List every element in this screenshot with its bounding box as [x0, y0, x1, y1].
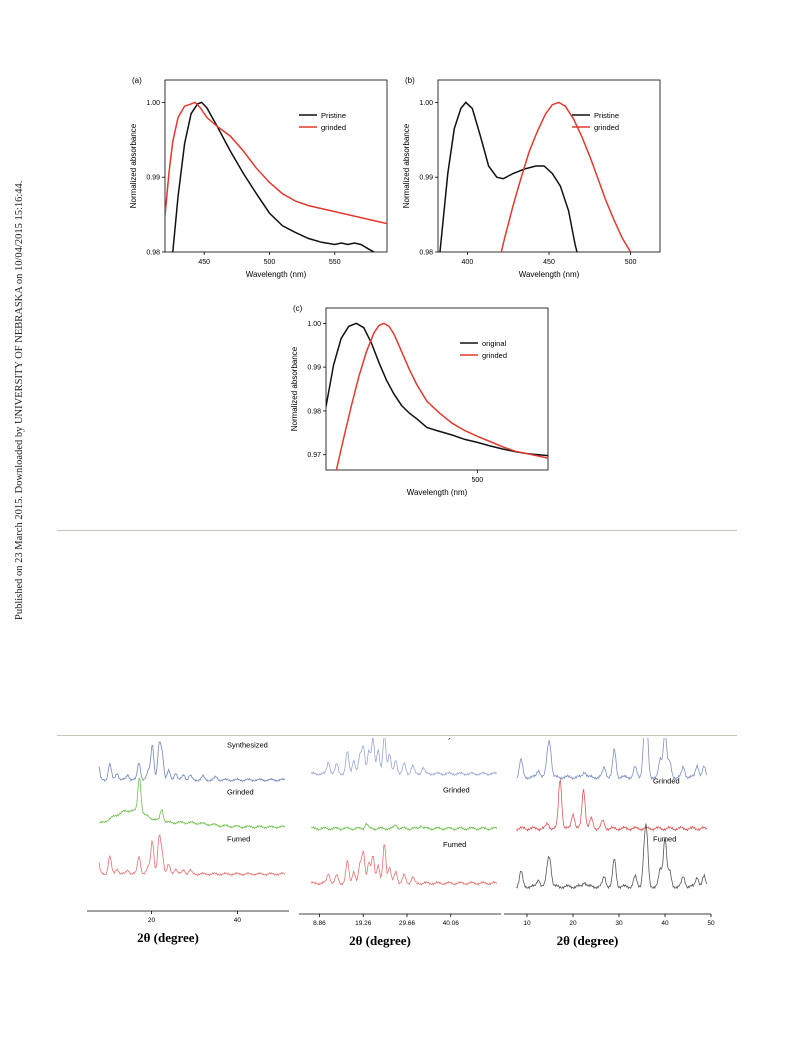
- xrd-panel-2: Synthesized Grinded Fumed 8.86 19.26 29.66 40.…: [299, 738, 501, 948]
- watermark-text: Published on 23 March 2015. Downloaded b…: [14, 180, 25, 620]
- xrd-label-synthesized: Synthesized: [443, 738, 484, 740]
- legend-label-grinded: grinded: [321, 123, 346, 132]
- xrd-trace-fumed: [98, 834, 286, 877]
- y-tick-label: 1.00: [419, 100, 433, 107]
- series-line-grinded: [335, 322, 548, 470]
- xrd-trace-fumed: [310, 844, 498, 886]
- xrd-label-grinded: Grinded: [443, 786, 470, 795]
- y-axis-label: Normalized absorbance: [129, 123, 138, 208]
- y-tick-label: 0.98: [419, 250, 433, 257]
- y-tick-label: 0.98: [146, 250, 160, 257]
- xrd-x-axis-label: 2θ (degree): [557, 933, 619, 948]
- xrd-label-fumed: Fumed: [443, 840, 466, 849]
- y-tick-label: 0.98: [307, 408, 321, 415]
- y-axis-label: Normalized absorbance: [290, 346, 299, 431]
- y-tick-label: 0.99: [419, 175, 433, 182]
- xrd-trace-grinded: [516, 779, 708, 832]
- x-tick-label: 500: [264, 259, 276, 266]
- y-tick-label: 0.99: [146, 175, 160, 182]
- xrd-x-tick-label: 19.26: [355, 920, 372, 927]
- xrd-x-tick-label: 20: [569, 920, 577, 927]
- xrd-x-tick-label: 50: [707, 920, 715, 927]
- x-axis-label: Wavelength (nm): [407, 488, 468, 497]
- x-tick-label: 450: [198, 259, 210, 266]
- chart-panel-c: 500 0.97 0.98 0.99 1.00 Wavelength (nm) Normal…: [290, 304, 549, 497]
- y-tick-label: 1.00: [307, 321, 321, 328]
- xrd-x-tick-label: 40.06: [443, 920, 460, 927]
- series-line-grinded: [165, 101, 387, 225]
- y-axis-label: Normalized absorbance: [402, 123, 411, 208]
- panel-label: (a): [132, 76, 142, 85]
- x-tick-label: 500: [472, 477, 484, 484]
- chart-panel-b: 400 450 500 0.98 0.99 1.00 Wavelength (nm) Norm…: [402, 76, 661, 279]
- xrd-trace-synthesized: [516, 738, 708, 781]
- panel-label: (b): [405, 76, 415, 85]
- x-tick-label: 400: [462, 259, 474, 266]
- y-tick-label: 0.97: [307, 452, 321, 459]
- y-tick-label: 0.99: [307, 365, 321, 372]
- legend-label-grinded: grinded: [594, 123, 619, 132]
- legend-label-pristine: Pristine: [321, 111, 346, 120]
- plot-frame: [164, 79, 388, 253]
- section-divider-bottom: [57, 735, 737, 736]
- series-line-grinded: [500, 101, 632, 252]
- xrd-trace-synthesized: [310, 738, 498, 777]
- x-tick-label: 550: [329, 259, 341, 266]
- xrd-x-tick-label: 40: [661, 920, 669, 927]
- xrd-x-axis-label: 2θ (degree): [349, 933, 411, 948]
- xrd-label-synthesized: Synthesized: [227, 741, 268, 750]
- xrd-x-tick-label: 10: [523, 920, 531, 927]
- xrd-label-grinded: Grinded: [653, 777, 680, 786]
- plot-frame: [437, 79, 661, 253]
- xrd-trace-fumed: [516, 823, 708, 890]
- xrd-x-tick-label: 8.86: [313, 920, 326, 927]
- legend-label-original: original: [482, 339, 507, 348]
- x-axis-label: Wavelength (nm): [246, 270, 307, 279]
- plot-frame: [325, 307, 549, 471]
- xrd-label-fumed: Fumed: [653, 835, 676, 844]
- series-line-pristine: [172, 101, 376, 252]
- xrd-x-tick-label: 40: [234, 917, 242, 924]
- xrd-x-tick-label: 30: [615, 920, 623, 927]
- section-divider-top: [57, 530, 737, 531]
- series-line-original: [326, 322, 548, 457]
- legend-label-grinded: grinded: [482, 351, 507, 360]
- x-tick-label: 500: [625, 259, 637, 266]
- xrd-trace-synthesized: [98, 740, 286, 783]
- xrd-panel-3: SynthesizedGrindedFumed10203040502θ (deg…: [504, 738, 715, 948]
- chart-panel-a: 450 500 550 0.98 0.99 1.00 Wavelength (nm) Norm…: [129, 76, 388, 279]
- panel-label: (c): [293, 304, 303, 313]
- x-axis-label: Wavelength (nm): [519, 270, 580, 279]
- series-line-pristine: [439, 101, 578, 252]
- xrd-label-fumed: Fumed: [227, 835, 250, 844]
- xrd-x-tick-label: 29.66: [399, 920, 416, 927]
- legend-label-pristine: Pristine: [594, 111, 619, 120]
- y-tick-label: 1.00: [146, 100, 160, 107]
- xrd-panel-1: Synthesized Grinded Fumed 20 40 2θ (degree): [87, 740, 289, 945]
- xrd-trace-grinded: [310, 822, 498, 832]
- x-tick-label: 450: [543, 259, 555, 266]
- xrd-trace-grinded: [99, 777, 286, 830]
- xrd-x-axis-label: 2θ (degree): [137, 930, 199, 945]
- xrd-x-tick-label: 20: [148, 917, 156, 924]
- xrd-label-grinded: Grinded: [227, 788, 254, 797]
